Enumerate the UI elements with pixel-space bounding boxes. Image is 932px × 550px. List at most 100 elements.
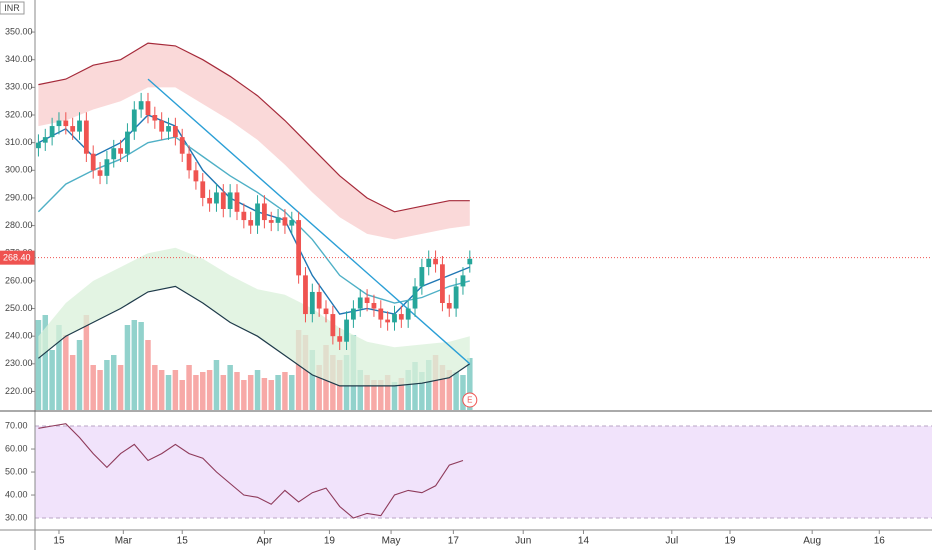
rsi-tick-label: 30.00 bbox=[5, 512, 28, 522]
volume-bar bbox=[63, 335, 69, 410]
volume-bar bbox=[405, 370, 411, 410]
candle-body bbox=[412, 286, 418, 309]
candle-body bbox=[118, 148, 123, 154]
x-tick-label: 15 bbox=[53, 536, 65, 547]
candle-body bbox=[241, 211, 247, 221]
volume-bar bbox=[398, 378, 405, 410]
y-tick-label: 320.00 bbox=[5, 109, 33, 119]
candle-body bbox=[159, 120, 165, 132]
volume-bar bbox=[282, 372, 288, 410]
volume-bar bbox=[295, 330, 302, 410]
rsi-tick-label: 70.00 bbox=[5, 420, 28, 430]
candle-body bbox=[316, 291, 322, 309]
candle-body bbox=[296, 220, 302, 276]
candle-body bbox=[364, 297, 370, 304]
volume-bar bbox=[309, 350, 316, 410]
volume-bar bbox=[131, 320, 138, 410]
x-tick-label: 17 bbox=[448, 536, 460, 547]
candle-body bbox=[419, 267, 425, 287]
x-tick-label: 19 bbox=[724, 536, 736, 547]
last-price-box bbox=[0, 250, 35, 265]
volume-bar bbox=[241, 380, 247, 410]
candle-body bbox=[303, 275, 308, 315]
candle-body bbox=[330, 314, 336, 337]
volume-bar bbox=[261, 378, 268, 410]
y-tick-label: 310.00 bbox=[5, 137, 33, 147]
volume-bar bbox=[419, 372, 425, 410]
x-tick-label: 16 bbox=[874, 536, 886, 547]
x-tick-label: Jun bbox=[515, 536, 531, 547]
rsi-tick-label: 60.00 bbox=[5, 443, 28, 453]
y-tick-label: 220.00 bbox=[5, 386, 33, 396]
volume-bar bbox=[268, 380, 274, 410]
candle-body bbox=[440, 264, 445, 304]
candle-body bbox=[446, 303, 452, 309]
candle-body bbox=[138, 101, 144, 110]
volume-bar bbox=[254, 370, 261, 410]
volume-bar bbox=[56, 325, 62, 410]
candle-body bbox=[234, 192, 240, 212]
event-label: E bbox=[467, 396, 472, 405]
x-tick-label: Mar bbox=[115, 536, 133, 547]
volume-bar bbox=[152, 365, 158, 410]
candle-body bbox=[49, 126, 55, 138]
volume-bar bbox=[213, 360, 220, 410]
overlay-line bbox=[37, 136, 470, 304]
volume-bar bbox=[145, 340, 151, 410]
x-tick-label: Aug bbox=[803, 536, 821, 547]
candle-body bbox=[83, 120, 89, 154]
y-tick-label: 290.00 bbox=[5, 192, 33, 202]
volume-bar bbox=[275, 375, 281, 410]
currency-badge bbox=[0, 1, 25, 15]
candle-body bbox=[36, 142, 41, 149]
candle-body bbox=[70, 126, 76, 132]
currency-label: INR bbox=[4, 3, 20, 13]
candle-body bbox=[261, 203, 267, 221]
volume-bar bbox=[316, 365, 322, 410]
candle-body bbox=[111, 148, 117, 160]
candle-body bbox=[309, 291, 315, 315]
volume-bar bbox=[124, 325, 131, 410]
candle-body bbox=[289, 220, 295, 226]
y-tick-label: 300.00 bbox=[5, 165, 33, 175]
candle-body bbox=[63, 120, 69, 127]
volume-bar bbox=[453, 372, 459, 410]
candle-body bbox=[186, 153, 192, 171]
candle-body bbox=[268, 220, 274, 223]
candle-body bbox=[56, 120, 62, 127]
y-tick-label: 330.00 bbox=[5, 82, 33, 92]
candle-body bbox=[405, 308, 411, 320]
candle-body bbox=[467, 258, 473, 265]
candle-body bbox=[371, 303, 377, 309]
volume-bar bbox=[42, 315, 49, 410]
rsi-line bbox=[38, 423, 464, 519]
rsi-tick-label: 40.00 bbox=[5, 489, 28, 499]
volume-bar bbox=[446, 370, 453, 410]
y-tick-label: 230.00 bbox=[5, 358, 33, 368]
candle-body bbox=[166, 126, 171, 132]
volume-bar bbox=[165, 375, 172, 410]
x-tick-label: 14 bbox=[578, 536, 590, 547]
volume-bar bbox=[378, 380, 384, 410]
y-tick-label: 350.00 bbox=[5, 26, 33, 36]
volume-bar bbox=[117, 365, 124, 410]
candle-body bbox=[282, 217, 288, 226]
volume-bar bbox=[234, 372, 240, 410]
candle-body bbox=[42, 137, 48, 143]
volume-bar bbox=[371, 380, 377, 410]
volume-bar bbox=[158, 370, 165, 410]
candle-body bbox=[426, 258, 432, 268]
volume-bar bbox=[467, 358, 473, 410]
volume-bar bbox=[220, 375, 227, 410]
volume-bar bbox=[460, 375, 466, 410]
volume-bar bbox=[289, 375, 295, 410]
candle-body bbox=[207, 197, 213, 204]
last-price-label: 268.40 bbox=[3, 253, 31, 263]
volume-bar bbox=[227, 365, 233, 410]
volume-bar bbox=[179, 380, 185, 410]
event-marker bbox=[462, 392, 478, 408]
volume-bar bbox=[357, 370, 363, 410]
volume-bar bbox=[186, 365, 192, 410]
candle-body bbox=[145, 101, 151, 116]
